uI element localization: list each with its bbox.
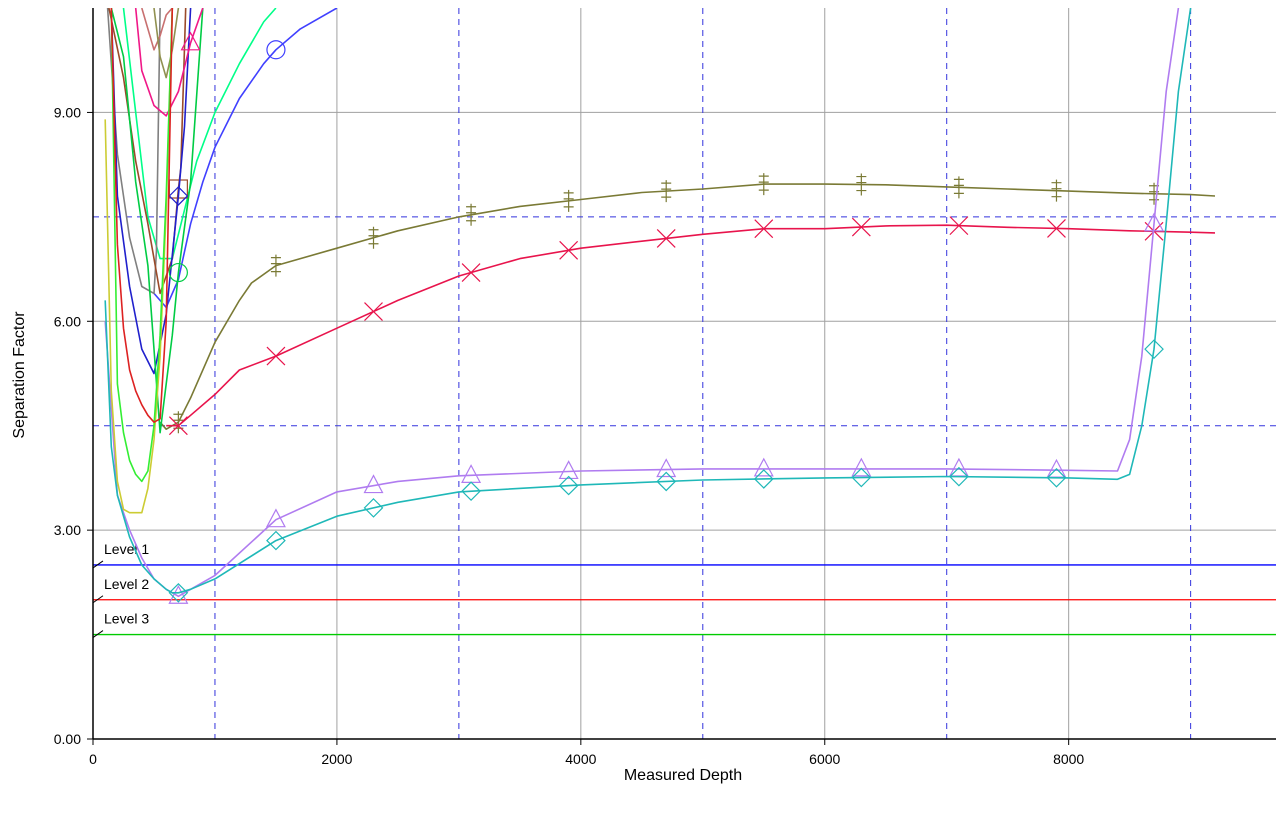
series-group	[104, 8, 1216, 604]
marker-doubletick	[563, 189, 574, 212]
marker-doubletick	[856, 173, 867, 196]
marker-diamond	[656, 471, 677, 492]
x-tick-label: 4000	[565, 751, 596, 767]
level-tick-2	[92, 595, 104, 604]
level-label-2: Level 2	[104, 576, 149, 592]
series-5	[153, 8, 338, 309]
series-7	[106, 8, 161, 295]
series-line	[122, 8, 277, 260]
marker-cross	[949, 216, 969, 236]
series-line	[110, 8, 192, 375]
y-tick-label: 9.00	[54, 104, 81, 120]
axes: 0 2000 4000 6000 8000 0.00 3.00 6.00 9.00	[54, 8, 1276, 767]
series-11	[134, 8, 204, 117]
marker-diamond	[851, 467, 872, 488]
level-label-1: Level 1	[104, 541, 149, 557]
x-tick-label: 6000	[809, 751, 840, 767]
y-axis-label: Separation Factor	[11, 311, 28, 439]
marker-doubletick	[173, 411, 184, 434]
marker-doubletick	[270, 254, 281, 277]
series-12	[141, 8, 173, 51]
marker-triangle	[265, 508, 286, 528]
marker-diamond	[168, 186, 189, 206]
level-label-3: Level 3	[104, 611, 149, 627]
marker-cross	[266, 346, 286, 366]
x-tick-label: 0	[89, 751, 97, 767]
marker-doubletick	[368, 226, 379, 249]
marker-doubletick	[1149, 182, 1160, 205]
marker-diamond	[753, 469, 774, 489]
marker-diamond	[949, 466, 969, 487]
level-tick-3	[92, 630, 104, 638]
series-6	[122, 8, 277, 260]
series-line	[166, 224, 1216, 427]
level-tick-1	[92, 560, 104, 569]
series-16	[110, 8, 174, 424]
marker-diamond	[1046, 467, 1067, 488]
marker-triangle	[558, 460, 579, 480]
marker-cross	[656, 229, 676, 248]
series-line	[159, 183, 1216, 431]
marker-cross	[364, 302, 383, 321]
marker-triangle	[168, 584, 189, 604]
marker-circle	[266, 40, 286, 60]
series-line	[153, 8, 180, 79]
series-14	[104, 8, 174, 514]
x-tick-label: 8000	[1053, 751, 1084, 767]
marker-triangle	[656, 458, 677, 478]
series-13	[153, 8, 180, 79]
marker-triangle	[1144, 212, 1165, 232]
y-tick-label: 0.00	[54, 731, 81, 747]
grid	[93, 8, 1276, 739]
series-15	[110, 8, 174, 483]
y-tick-label: 6.00	[54, 313, 81, 329]
series-line	[110, 8, 174, 424]
marker-cross	[851, 217, 871, 237]
series-1	[159, 173, 1216, 434]
y-tick-label: 3.00	[54, 522, 81, 538]
series-line	[106, 8, 161, 295]
series-4	[104, 8, 1192, 603]
marker-circle	[168, 262, 188, 283]
marker-diamond	[266, 530, 286, 551]
marker-cross	[168, 416, 188, 436]
marker-doubletick	[661, 180, 672, 203]
marker-triangle	[180, 31, 201, 51]
marker-diamond	[461, 481, 481, 502]
marker-doubletick	[758, 173, 769, 196]
marker-cross	[1047, 218, 1066, 238]
marker-cross	[559, 240, 579, 260]
series-line	[153, 8, 338, 309]
marker-triangle	[363, 474, 384, 494]
marker-doubletick	[1051, 179, 1062, 202]
marker-diamond	[558, 475, 579, 496]
marker-diamond	[1144, 339, 1164, 359]
marker-diamond	[363, 498, 384, 518]
marker-diamond	[168, 582, 189, 603]
series-9	[110, 8, 192, 375]
marker-cross	[754, 219, 774, 239]
x-axis-label: Measured Depth	[624, 767, 742, 784]
series-10	[110, 8, 204, 434]
marker-doubletick	[953, 176, 964, 199]
x-tick-label: 2000	[321, 751, 352, 767]
series-line	[110, 8, 174, 483]
series-line	[104, 8, 1192, 594]
marker-triangle	[753, 457, 774, 477]
marker-cross	[461, 263, 481, 282]
separation-levels: Level 1 Level 2 Level 3	[92, 541, 1276, 638]
series-line	[141, 8, 173, 51]
series-line	[110, 8, 204, 434]
series-line	[134, 8, 204, 117]
marker-triangle	[851, 457, 872, 477]
series-line	[104, 8, 174, 514]
marker-doubletick	[466, 203, 477, 226]
